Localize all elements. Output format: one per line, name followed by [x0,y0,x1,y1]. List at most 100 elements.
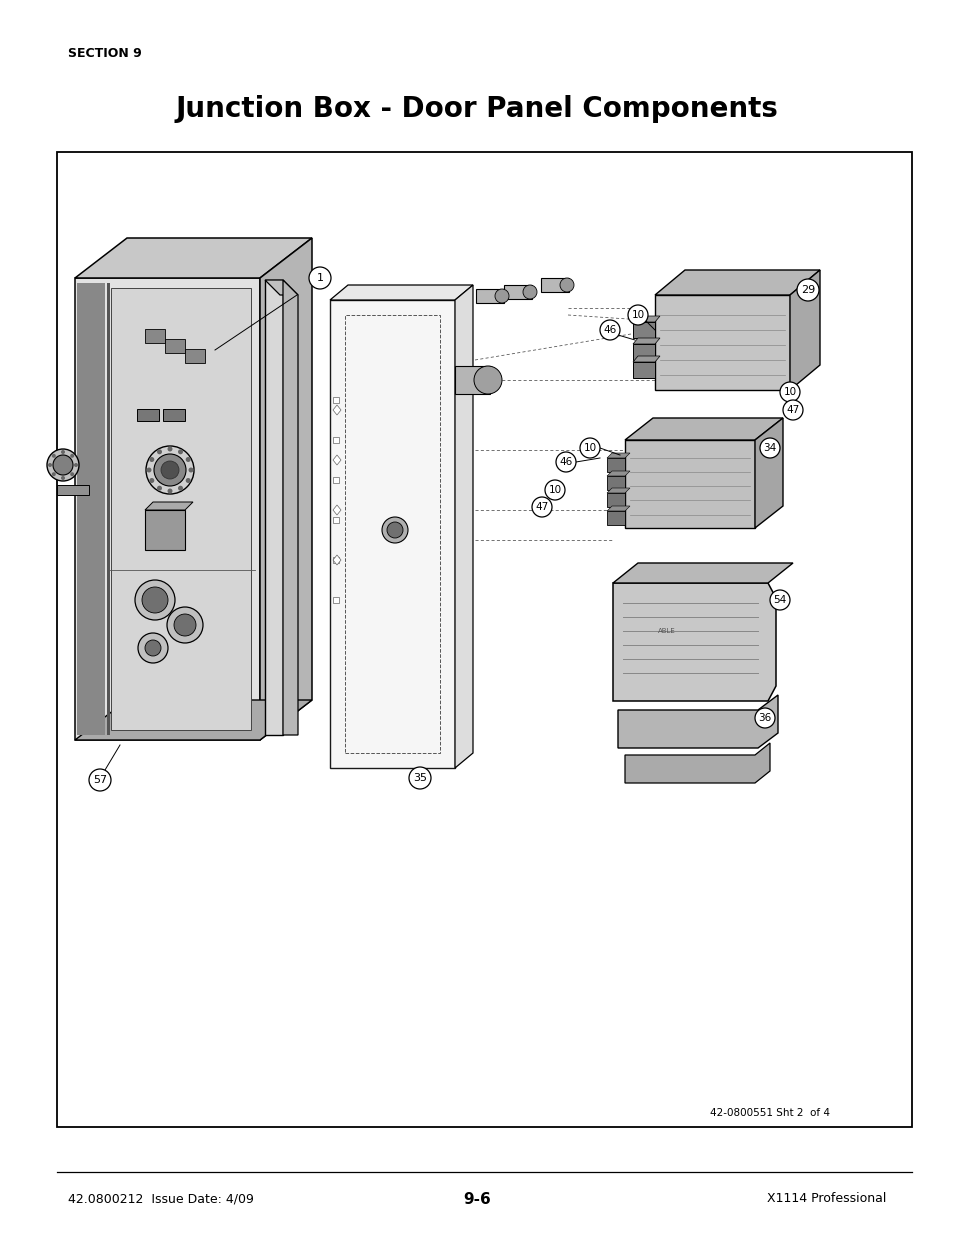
Bar [165,338,185,353]
Bar [333,396,338,403]
Polygon shape [333,405,340,415]
Polygon shape [265,280,297,295]
Text: 10: 10 [631,310,644,320]
Text: 57: 57 [92,776,107,785]
Circle shape [387,522,402,538]
Circle shape [71,472,74,477]
Bar [137,409,159,421]
Bar [265,280,283,735]
Circle shape [157,485,162,490]
Text: 10: 10 [548,485,561,495]
Bar [633,362,655,378]
Bar [633,322,655,338]
Polygon shape [633,316,659,322]
Bar [476,289,503,303]
Text: 1: 1 [316,273,323,283]
Bar [606,475,624,490]
Circle shape [178,485,183,490]
Circle shape [161,461,179,479]
Circle shape [409,767,431,789]
Circle shape [769,590,789,610]
Text: ABLE: ABLE [658,629,675,634]
Circle shape [627,305,647,325]
Bar [107,283,110,735]
Circle shape [189,468,193,473]
Polygon shape [330,300,455,768]
Polygon shape [455,285,473,768]
Circle shape [522,285,537,299]
Polygon shape [754,417,782,529]
Text: 46: 46 [602,325,616,335]
Text: 47: 47 [535,501,548,513]
Polygon shape [145,501,193,510]
Polygon shape [624,417,782,440]
Text: 47: 47 [785,405,799,415]
Circle shape [167,606,203,643]
Text: 42.0800212  Issue Date: 4/09: 42.0800212 Issue Date: 4/09 [68,1192,253,1205]
Bar [333,557,338,563]
Bar [57,485,89,495]
Circle shape [142,587,168,613]
Circle shape [138,634,168,663]
Circle shape [146,446,193,494]
Polygon shape [333,505,340,515]
Circle shape [579,438,599,458]
Circle shape [89,769,111,790]
Circle shape [544,480,564,500]
Polygon shape [633,356,659,362]
Polygon shape [789,270,820,390]
Circle shape [51,453,55,458]
Circle shape [53,454,73,475]
Circle shape [760,438,780,458]
Circle shape [754,708,774,727]
Polygon shape [655,295,789,390]
Polygon shape [606,506,629,511]
Polygon shape [606,488,629,493]
Circle shape [599,320,619,340]
Circle shape [381,517,408,543]
Circle shape [74,463,78,467]
Text: 35: 35 [413,773,427,783]
Circle shape [61,475,65,480]
Text: 34: 34 [762,443,776,453]
Polygon shape [633,338,659,345]
Bar [540,278,568,291]
Text: 36: 36 [758,713,771,722]
Circle shape [48,463,52,467]
Circle shape [135,580,174,620]
Circle shape [150,457,154,462]
Bar [145,510,185,550]
Circle shape [780,382,800,403]
Bar [77,283,105,735]
Bar [333,437,338,443]
Polygon shape [75,238,312,278]
Circle shape [47,450,79,480]
Circle shape [157,450,162,454]
Bar [633,345,655,359]
Text: X1114 Professional: X1114 Professional [766,1192,885,1205]
Circle shape [71,453,74,458]
Bar [455,366,490,394]
Polygon shape [618,695,778,748]
Bar [333,517,338,522]
Circle shape [168,447,172,452]
Circle shape [168,489,172,494]
Polygon shape [624,440,754,529]
Polygon shape [333,555,340,564]
Circle shape [173,614,195,636]
Bar [606,493,624,508]
Bar [606,458,624,472]
Circle shape [796,279,818,301]
Polygon shape [655,270,820,295]
Polygon shape [283,280,297,735]
Circle shape [309,267,331,289]
Circle shape [474,366,501,394]
Text: 10: 10 [583,443,596,453]
Circle shape [559,278,574,291]
Circle shape [186,457,191,462]
Circle shape [178,450,183,454]
Bar [503,285,532,299]
Circle shape [51,472,55,477]
Bar [185,350,205,363]
Circle shape [532,496,552,517]
